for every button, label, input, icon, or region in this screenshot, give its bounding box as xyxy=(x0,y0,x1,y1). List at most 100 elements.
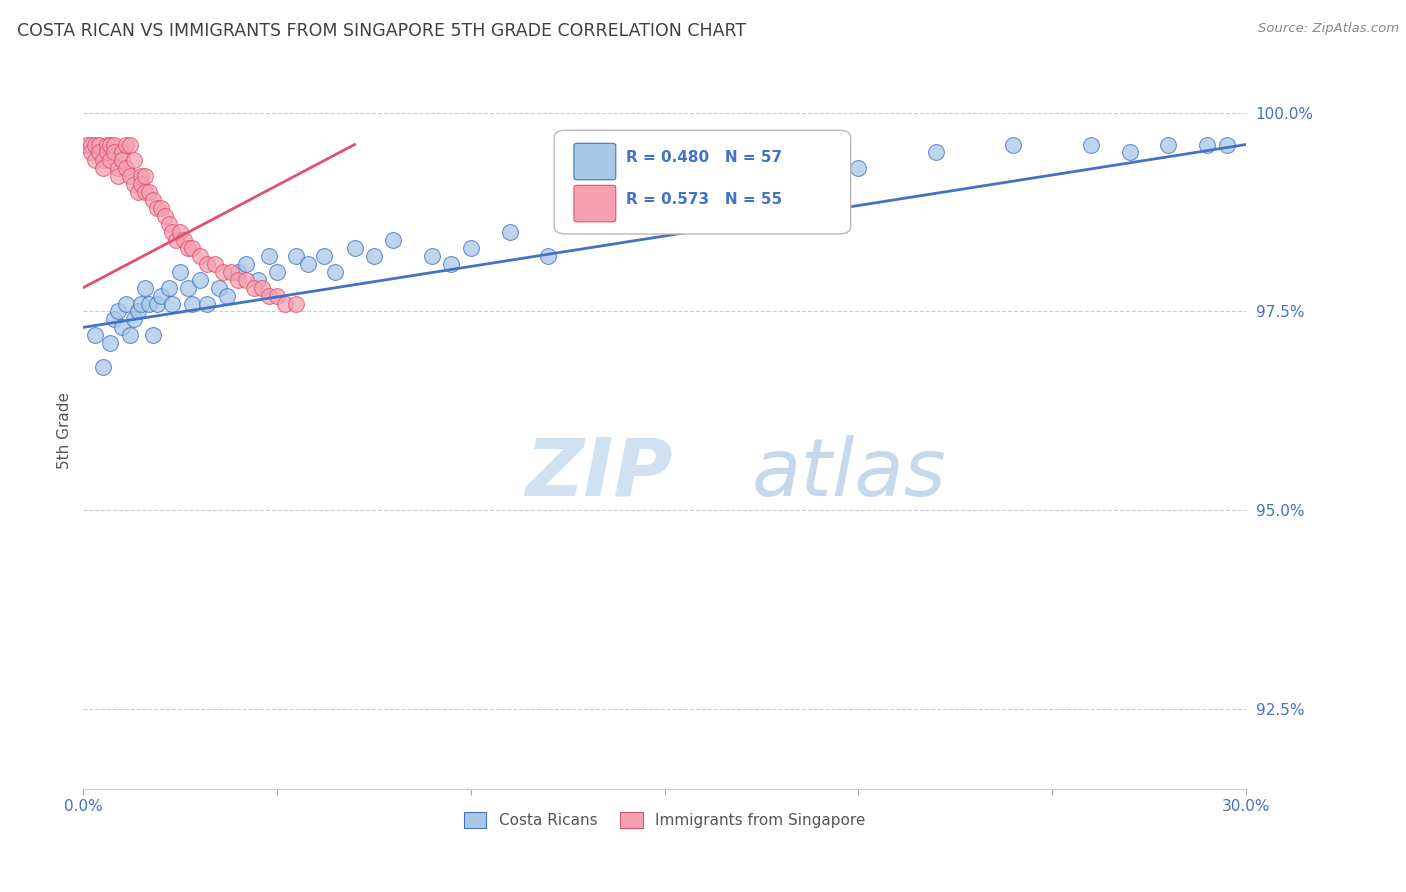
Point xyxy=(266,288,288,302)
Point xyxy=(204,257,226,271)
Point xyxy=(157,217,180,231)
Point xyxy=(169,265,191,279)
Point xyxy=(142,328,165,343)
Point xyxy=(100,137,122,152)
Point xyxy=(84,328,107,343)
Point xyxy=(177,280,200,294)
Point xyxy=(537,249,560,263)
Point xyxy=(208,280,231,294)
Point xyxy=(1002,137,1025,152)
Point xyxy=(80,137,103,152)
Text: ZIP: ZIP xyxy=(524,434,672,513)
Point xyxy=(115,137,138,152)
Point xyxy=(122,312,145,326)
Point xyxy=(162,296,184,310)
Text: Source: ZipAtlas.com: Source: ZipAtlas.com xyxy=(1258,22,1399,36)
Point xyxy=(118,137,141,152)
Point xyxy=(235,257,257,271)
Point xyxy=(149,201,172,215)
Text: R = 0.480   N = 57: R = 0.480 N = 57 xyxy=(626,151,782,165)
Point xyxy=(226,265,249,279)
Y-axis label: 5th Grade: 5th Grade xyxy=(58,392,72,469)
Point xyxy=(440,257,463,271)
Text: R = 0.573   N = 55: R = 0.573 N = 55 xyxy=(626,193,782,208)
Point xyxy=(180,296,202,310)
Point xyxy=(692,178,714,192)
Point xyxy=(118,169,141,184)
Point xyxy=(80,145,103,160)
Point xyxy=(195,257,218,271)
FancyBboxPatch shape xyxy=(574,144,616,180)
Point xyxy=(363,249,385,263)
Point xyxy=(177,241,200,255)
Point xyxy=(498,225,520,239)
Point xyxy=(654,201,676,215)
Point xyxy=(127,186,149,200)
Point xyxy=(259,249,281,263)
Point xyxy=(382,233,405,247)
Point xyxy=(134,169,156,184)
Point xyxy=(226,273,249,287)
Point xyxy=(165,233,187,247)
Point xyxy=(91,360,114,375)
Point xyxy=(115,161,138,176)
Point xyxy=(848,161,870,176)
Point xyxy=(614,186,637,200)
Point xyxy=(118,328,141,343)
Point xyxy=(297,257,319,271)
Point xyxy=(1157,137,1180,152)
Point xyxy=(731,169,754,184)
Point xyxy=(1118,145,1140,160)
Point xyxy=(131,178,153,192)
Point xyxy=(1197,137,1219,152)
Point xyxy=(219,265,242,279)
Point xyxy=(250,280,273,294)
Point xyxy=(146,201,169,215)
Point xyxy=(157,280,180,294)
Text: COSTA RICAN VS IMMIGRANTS FROM SINGAPORE 5TH GRADE CORRELATION CHART: COSTA RICAN VS IMMIGRANTS FROM SINGAPORE… xyxy=(17,22,747,40)
Point xyxy=(576,209,599,223)
Point xyxy=(76,137,98,152)
Point xyxy=(91,153,114,168)
FancyBboxPatch shape xyxy=(574,186,616,222)
Text: atlas: atlas xyxy=(752,434,946,513)
Point xyxy=(173,233,195,247)
Point xyxy=(138,186,160,200)
Point xyxy=(323,265,346,279)
Point xyxy=(87,137,110,152)
Point xyxy=(84,153,107,168)
Point xyxy=(420,249,443,263)
Point xyxy=(149,288,172,302)
Point xyxy=(134,186,156,200)
Point xyxy=(111,320,134,334)
Point xyxy=(195,296,218,310)
Point xyxy=(100,153,122,168)
Point xyxy=(107,169,129,184)
Point xyxy=(87,145,110,160)
Point xyxy=(111,145,134,160)
Point xyxy=(153,209,176,223)
Point xyxy=(96,145,118,160)
Point xyxy=(107,304,129,318)
Point xyxy=(1215,137,1237,152)
Point xyxy=(146,296,169,310)
Point xyxy=(127,304,149,318)
Point xyxy=(285,296,308,310)
Point xyxy=(243,280,266,294)
Point xyxy=(122,153,145,168)
Point xyxy=(103,137,125,152)
Point xyxy=(138,296,160,310)
Point xyxy=(188,249,211,263)
Point xyxy=(259,288,281,302)
Point xyxy=(215,288,238,302)
Point xyxy=(111,153,134,168)
Point xyxy=(266,265,288,279)
Point xyxy=(769,178,792,192)
Point xyxy=(312,249,335,263)
Point xyxy=(180,241,202,255)
Point xyxy=(285,249,308,263)
Legend: Costa Ricans, Immigrants from Singapore: Costa Ricans, Immigrants from Singapore xyxy=(457,806,872,835)
Point xyxy=(107,161,129,176)
Point xyxy=(1080,137,1102,152)
Point xyxy=(100,336,122,351)
